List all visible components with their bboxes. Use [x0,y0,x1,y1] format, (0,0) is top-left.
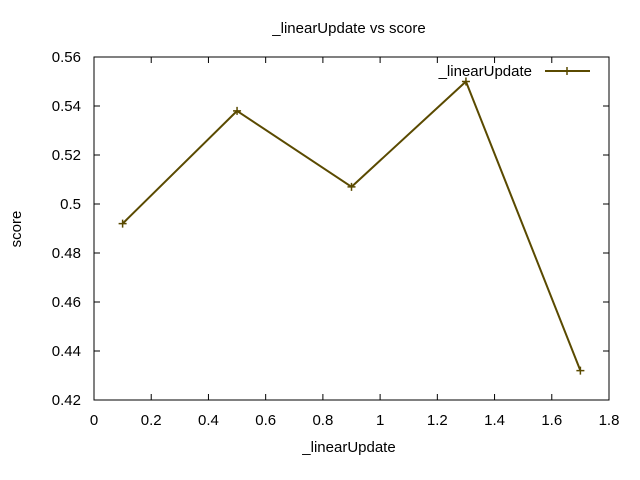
y-axis-ticks: 0.42 0.44 0.46 0.48 0.5 0.52 0.54 0.56 [52,49,609,409]
y-tick-label: 0.52 [52,147,81,164]
x-tick-label: 0.6 [255,412,276,429]
x-tick-label: 1.6 [541,412,562,429]
y-tick-label: 0.56 [52,49,81,66]
data-point-marker [461,77,470,86]
y-tick-label: 0.5 [60,196,81,213]
x-tick-label: 1.8 [599,412,620,429]
x-axis-ticks: 0 0.2 0.4 0.6 0.8 1 1.2 1.4 1.6 1.8 [90,57,620,429]
chart-title: _linearUpdate vs score [271,20,425,37]
x-tick-label: 0.4 [198,412,219,429]
x-axis-label: _linearUpdate [301,439,395,456]
series-layer [118,77,585,375]
legend-marker [563,67,571,75]
y-tick-label: 0.48 [52,245,81,262]
y-tick-label: 0.44 [52,343,81,360]
x-tick-label: 1 [376,412,384,429]
x-tick-label: 1.2 [427,412,448,429]
data-point-marker [347,182,356,191]
y-axis-label: score [8,211,25,248]
x-tick-label: 0.2 [141,412,162,429]
data-point-marker [233,106,242,115]
plot-frame [93,56,610,401]
data-point-marker [576,366,585,375]
legend-label: _linearUpdate [438,63,532,80]
y-tick-label: 0.54 [52,98,81,115]
legend: _linearUpdate [438,63,590,80]
y-tick-label: 0.42 [52,392,81,409]
x-tick-label: 1.4 [484,412,505,429]
data-point-marker [118,219,127,228]
x-tick-label: 0.8 [312,412,333,429]
y-tick-label: 0.46 [52,294,81,311]
x-tick-label: 0 [90,412,98,429]
